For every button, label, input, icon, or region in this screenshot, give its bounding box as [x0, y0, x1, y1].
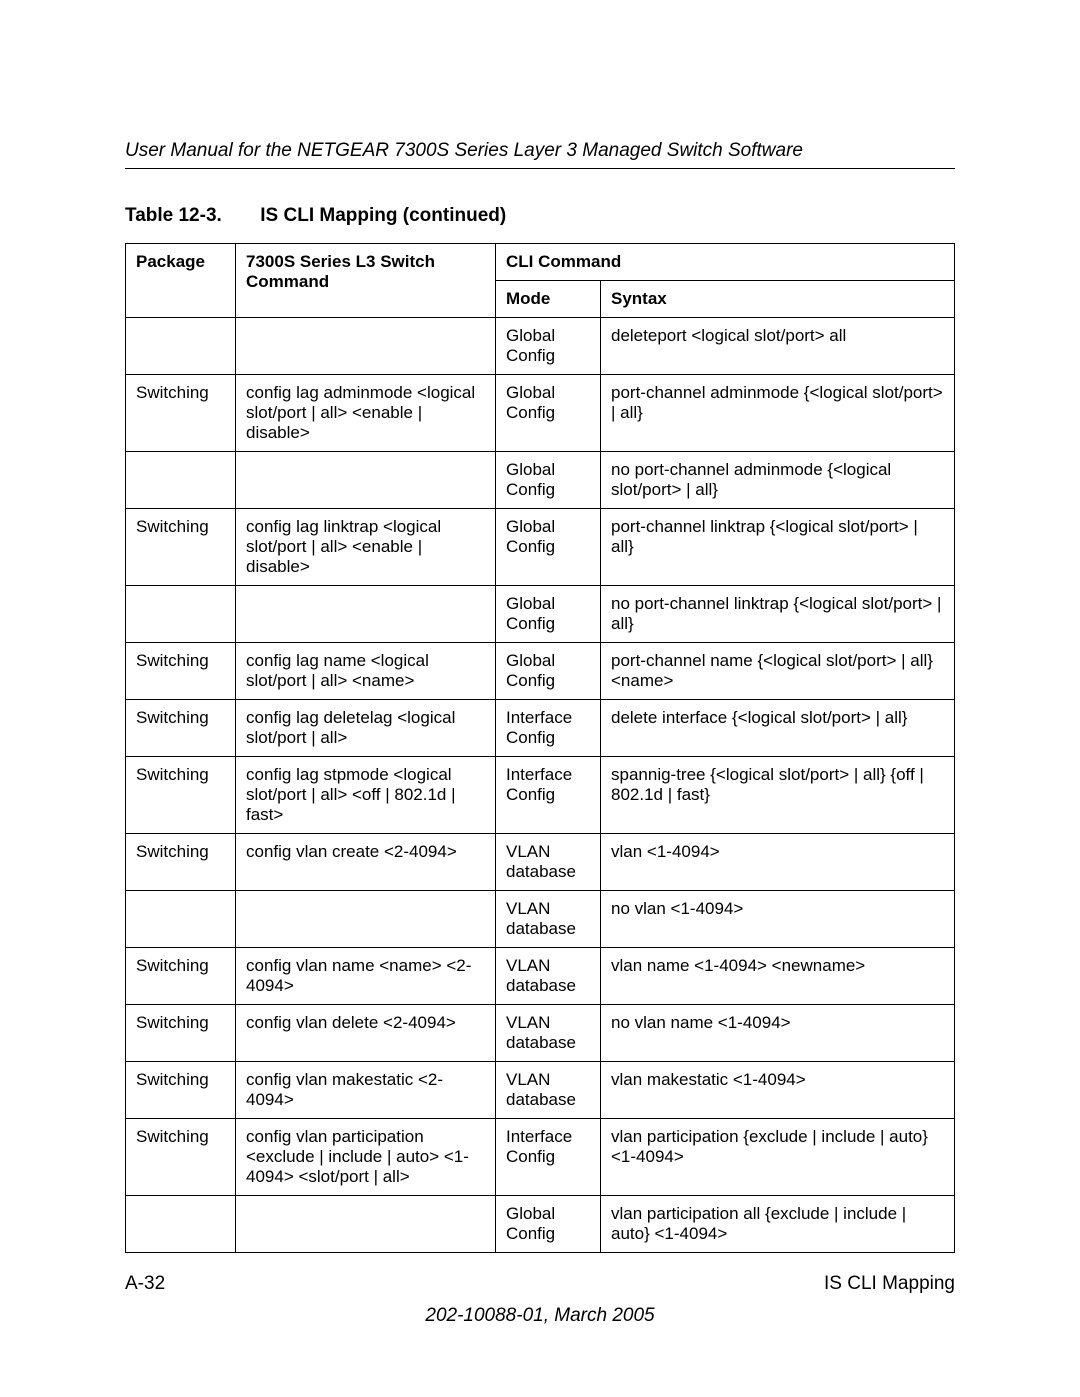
cell-package: Switching — [126, 509, 236, 586]
cell-mode: Global Config — [496, 1196, 601, 1253]
cell-command — [236, 1196, 496, 1253]
cell-package: Switching — [126, 700, 236, 757]
table-row: Switchingconfig lag adminmode <logical s… — [126, 375, 955, 452]
cell-syntax: vlan participation {exclude | include | … — [601, 1119, 955, 1196]
table-row: Global Configno port-channel linktrap {<… — [126, 586, 955, 643]
cell-syntax: vlan participation all {exclude | includ… — [601, 1196, 955, 1253]
cell-package — [126, 452, 236, 509]
cell-package: Switching — [126, 643, 236, 700]
cell-mode: VLAN database — [496, 891, 601, 948]
table-title: IS CLI Mapping (continued) — [260, 205, 506, 226]
cell-command: config vlan delete <2-4094> — [236, 1005, 496, 1062]
cell-syntax: no port-channel adminmode {<logical slot… — [601, 452, 955, 509]
cell-syntax: spannig-tree {<logical slot/port> | all}… — [601, 757, 955, 834]
cell-command: config vlan participation <exclude | inc… — [236, 1119, 496, 1196]
header-rule — [125, 168, 955, 169]
table-row: Switchingconfig lag linktrap <logical sl… — [126, 509, 955, 586]
cell-syntax: port-channel adminmode {<logical slot/po… — [601, 375, 955, 452]
cell-package: Switching — [126, 1062, 236, 1119]
cell-command: config lag stpmode <logical slot/port | … — [236, 757, 496, 834]
table-row: Switchingconfig vlan create <2-4094>VLAN… — [126, 834, 955, 891]
table-row: Global Configno port-channel adminmode {… — [126, 452, 955, 509]
cell-command — [236, 318, 496, 375]
cell-syntax: vlan <1-4094> — [601, 834, 955, 891]
cell-mode: Global Config — [496, 375, 601, 452]
page-number: A-32 — [125, 1273, 165, 1295]
table-row: Switchingconfig vlan makestatic <2-4094>… — [126, 1062, 955, 1119]
cell-mode: VLAN database — [496, 948, 601, 1005]
cell-mode: VLAN database — [496, 1005, 601, 1062]
table-row: VLAN databaseno vlan <1-4094> — [126, 891, 955, 948]
cell-syntax: port-channel linktrap {<logical slot/por… — [601, 509, 955, 586]
col-mode: Mode — [496, 281, 601, 318]
col-cli: CLI Command — [496, 244, 955, 281]
cell-syntax: no vlan <1-4094> — [601, 891, 955, 948]
cell-package — [126, 891, 236, 948]
cell-package — [126, 586, 236, 643]
cell-syntax: vlan name <1-4094> <newname> — [601, 948, 955, 1005]
table-label: Table 12-3. — [125, 205, 255, 227]
cell-package — [126, 318, 236, 375]
cell-package: Switching — [126, 1119, 236, 1196]
cell-command: config lag linktrap <logical slot/port |… — [236, 509, 496, 586]
page-footer: A-32 IS CLI Mapping — [125, 1273, 955, 1295]
cell-command — [236, 586, 496, 643]
cell-package: Switching — [126, 375, 236, 452]
table-row: Switchingconfig vlan participation <excl… — [126, 1119, 955, 1196]
cell-syntax: vlan makestatic <1-4094> — [601, 1062, 955, 1119]
cell-syntax: no port-channel linktrap {<logical slot/… — [601, 586, 955, 643]
cell-mode: Global Config — [496, 452, 601, 509]
cell-mode: Global Config — [496, 643, 601, 700]
cell-command: config vlan name <name> <2-4094> — [236, 948, 496, 1005]
table-row: Switchingconfig vlan delete <2-4094>VLAN… — [126, 1005, 955, 1062]
col-package: Package — [126, 244, 236, 318]
cell-package: Switching — [126, 834, 236, 891]
table-row: Switchingconfig lag stpmode <logical slo… — [126, 757, 955, 834]
table-row: Switchingconfig lag deletelag <logical s… — [126, 700, 955, 757]
table-row: Global Configvlan participation all {exc… — [126, 1196, 955, 1253]
cell-mode: VLAN database — [496, 1062, 601, 1119]
table-row: Global Configdeleteport <logical slot/po… — [126, 318, 955, 375]
table-caption: Table 12-3. IS CLI Mapping (continued) — [125, 205, 955, 227]
cell-mode: Global Config — [496, 509, 601, 586]
cell-package: Switching — [126, 1005, 236, 1062]
cell-command: config lag adminmode <logical slot/port … — [236, 375, 496, 452]
cell-syntax: port-channel name {<logical slot/port> |… — [601, 643, 955, 700]
document-title: User Manual for the NETGEAR 7300S Series… — [125, 140, 955, 162]
table-head: Package 7300S Series L3 Switch Command C… — [126, 244, 955, 318]
cell-mode: Global Config — [496, 586, 601, 643]
cell-command — [236, 452, 496, 509]
cell-command — [236, 891, 496, 948]
cell-command: config vlan create <2-4094> — [236, 834, 496, 891]
cell-mode: Interface Config — [496, 1119, 601, 1196]
table-row: Switchingconfig vlan name <name> <2-4094… — [126, 948, 955, 1005]
cell-syntax: no vlan name <1-4094> — [601, 1005, 955, 1062]
cell-mode: Interface Config — [496, 700, 601, 757]
cell-mode: Global Config — [496, 318, 601, 375]
cell-mode: Interface Config — [496, 757, 601, 834]
table-row: Switchingconfig lag name <logical slot/p… — [126, 643, 955, 700]
cell-mode: VLAN database — [496, 834, 601, 891]
cell-package — [126, 1196, 236, 1253]
cell-package: Switching — [126, 948, 236, 1005]
table-body: Global Configdeleteport <logical slot/po… — [126, 318, 955, 1253]
cell-command: config vlan makestatic <2-4094> — [236, 1062, 496, 1119]
cell-syntax: delete interface {<logical slot/port> | … — [601, 700, 955, 757]
cell-command: config lag deletelag <logical slot/port … — [236, 700, 496, 757]
cli-mapping-table: Package 7300S Series L3 Switch Command C… — [125, 243, 955, 1253]
section-name: IS CLI Mapping — [824, 1273, 955, 1295]
col-command: 7300S Series L3 Switch Command — [236, 244, 496, 318]
col-syntax: Syntax — [601, 281, 955, 318]
cell-package: Switching — [126, 757, 236, 834]
page-container: User Manual for the NETGEAR 7300S Series… — [0, 0, 1080, 1387]
cell-command: config lag name <logical slot/port | all… — [236, 643, 496, 700]
cell-syntax: deleteport <logical slot/port> all — [601, 318, 955, 375]
publication-info: 202-10088-01, March 2005 — [125, 1305, 955, 1327]
